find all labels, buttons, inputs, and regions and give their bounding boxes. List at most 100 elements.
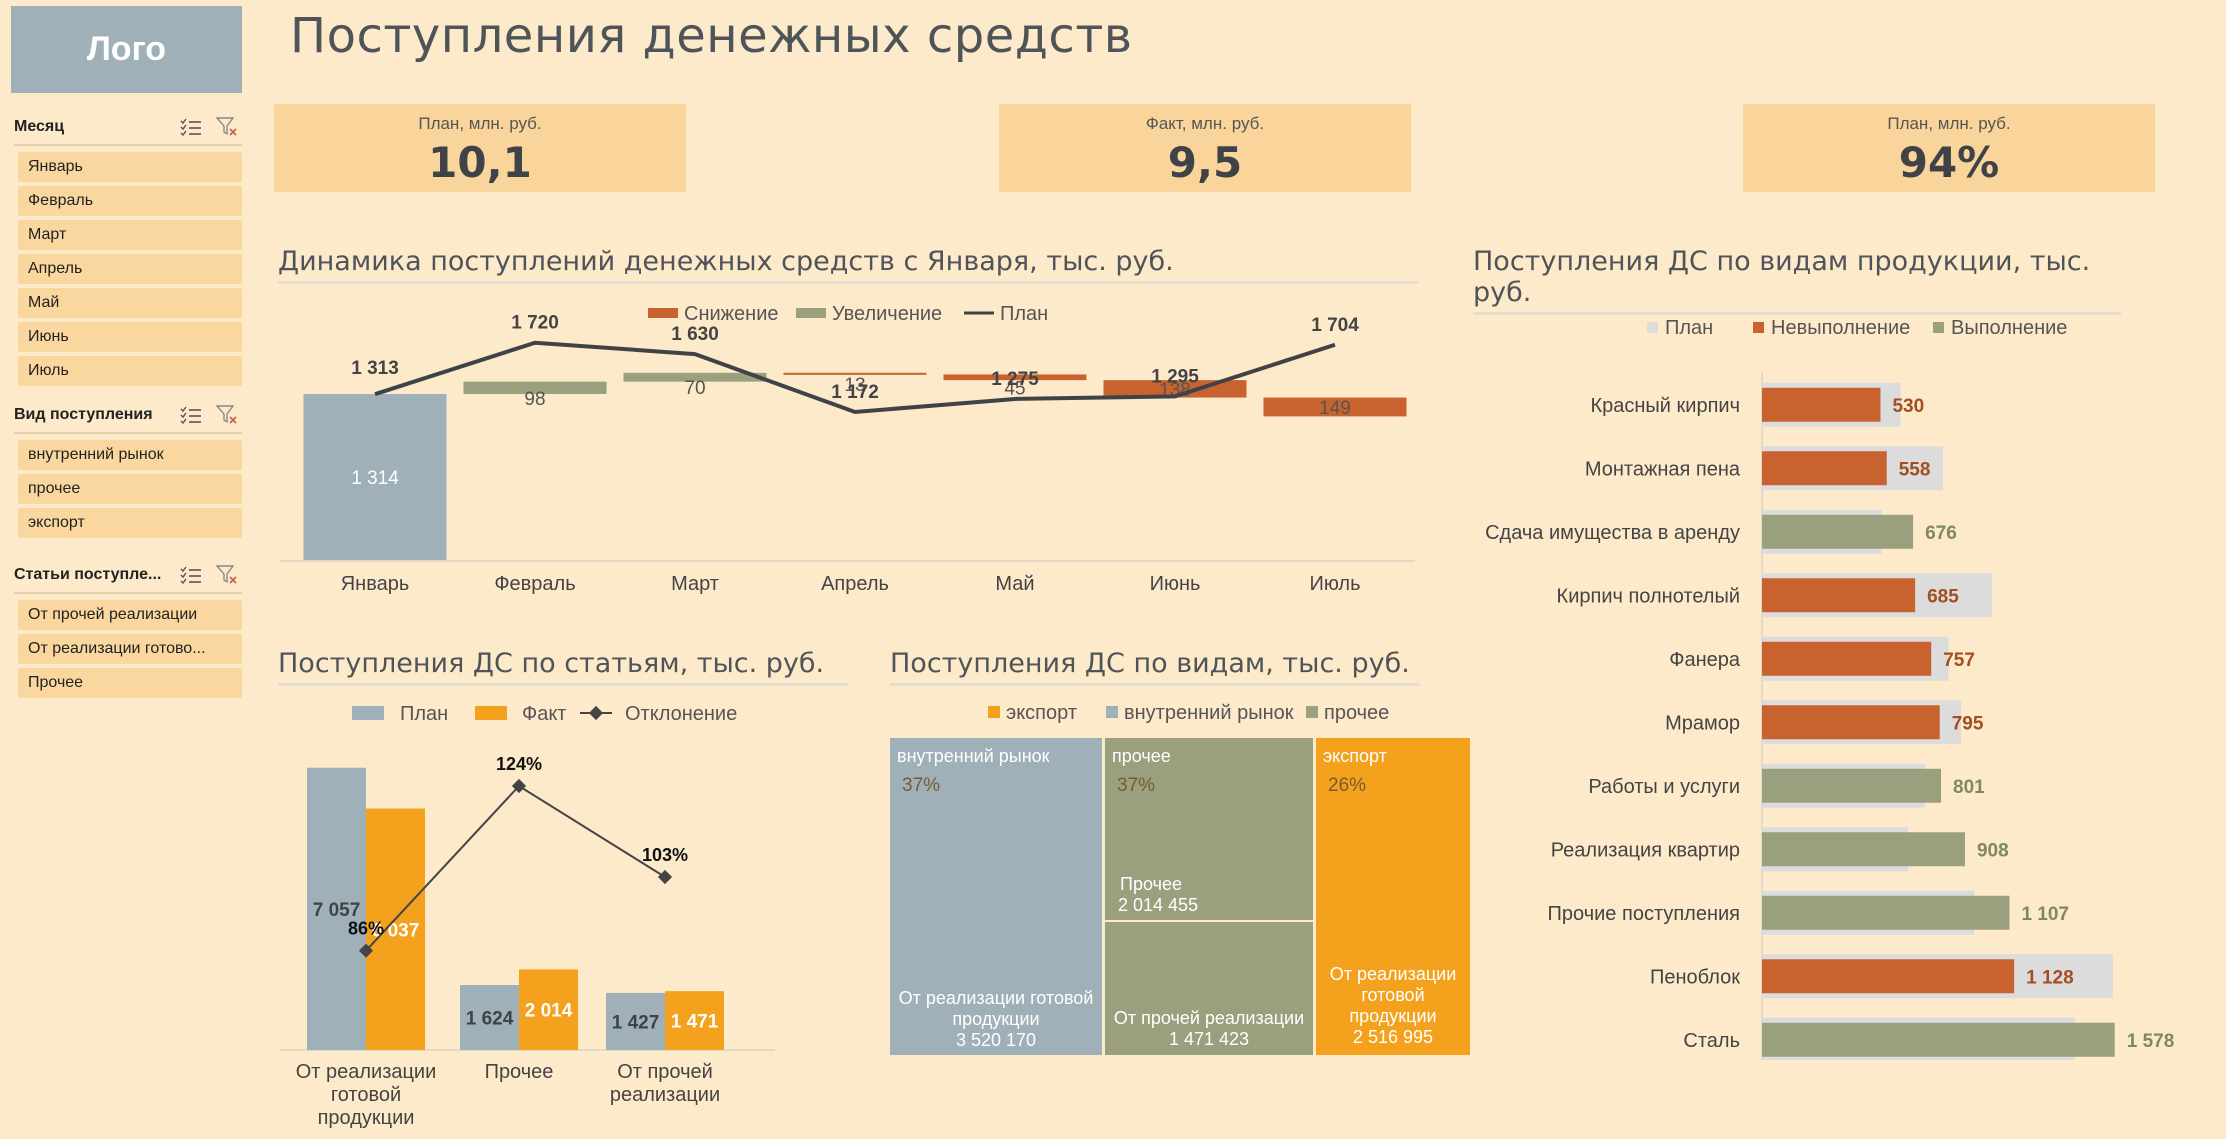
treemap-item-name: Прочее bbox=[1120, 874, 1182, 894]
treemap-legend: экспорт внутренний рынок прочее bbox=[988, 702, 1389, 724]
kpi-fact: Факт, млн. руб. 9,5 bbox=[999, 104, 1411, 192]
bar-value-label: 676 bbox=[1925, 523, 1957, 544]
slicer-item[interactable]: внутренний рынок bbox=[18, 440, 242, 470]
plan-bar bbox=[307, 767, 366, 1050]
bar-value-label: 6 037 bbox=[372, 920, 420, 941]
slicer-item[interactable]: Прочее bbox=[18, 668, 242, 698]
bar-value-label: 908 bbox=[1977, 840, 2009, 861]
plan-label: 1 720 bbox=[511, 313, 559, 334]
slicer-item[interactable]: Февраль bbox=[18, 186, 242, 216]
legend-label: Выполнение bbox=[1951, 317, 2067, 339]
legend-label: План bbox=[400, 703, 448, 725]
slicer-item[interactable]: Март bbox=[18, 220, 242, 250]
waterfall-delta-label: 70 bbox=[684, 378, 705, 399]
clear-filter-icon[interactable] bbox=[216, 565, 238, 585]
x-tick-label: Февраль bbox=[494, 573, 575, 595]
y-tick-label: Мрамор bbox=[1665, 712, 1740, 734]
fact-bar bbox=[519, 969, 578, 1050]
waterfall-bar bbox=[783, 372, 927, 375]
bar-value-label: 558 bbox=[1899, 459, 1931, 480]
waterfall-delta-label: 149 bbox=[1319, 398, 1351, 419]
treemap-group bbox=[1105, 738, 1313, 1055]
treemap-group bbox=[1316, 738, 1470, 1055]
slicer-title: Статьи поступле... bbox=[14, 566, 162, 583]
treemap-item-name: продукции bbox=[1349, 1006, 1436, 1026]
fact-bar bbox=[1762, 959, 2015, 994]
slicer-item[interactable]: Январь bbox=[18, 152, 242, 182]
slicer-2: Статьи поступле... От прочей реализации От… bbox=[14, 558, 242, 702]
treemap-item-value: 2 014 455 bbox=[1118, 895, 1198, 915]
fact-bar bbox=[1762, 768, 1942, 803]
treemap-item-name: От реализации готовой bbox=[899, 988, 1094, 1008]
bar-value-label: 1 128 bbox=[2026, 967, 2074, 988]
legend-label: Факт bbox=[522, 703, 566, 725]
legend-swatch bbox=[1933, 322, 1944, 333]
x-tick-label: реализации bbox=[610, 1084, 720, 1106]
x-tick-label: От прочей bbox=[617, 1061, 713, 1083]
slicer-item[interactable]: экспорт bbox=[18, 508, 242, 538]
slicer-item[interactable]: Апрель bbox=[18, 254, 242, 284]
slicer-item[interactable]: От реализации готово... bbox=[18, 634, 242, 664]
multi-select-icon[interactable] bbox=[180, 118, 202, 136]
treemap-item-name: От прочей реализации bbox=[1114, 1008, 1304, 1028]
waterfall-legend: Снижение Увеличение План bbox=[648, 303, 1048, 325]
multi-select-icon[interactable] bbox=[180, 566, 202, 584]
fact-bar bbox=[1762, 387, 1881, 422]
y-tick-label: Кирпич полнотелый bbox=[1557, 585, 1740, 607]
slicer-item[interactable]: Июнь bbox=[18, 322, 242, 352]
slicer-item[interactable]: Май bbox=[18, 288, 242, 318]
deviation-marker bbox=[511, 778, 527, 794]
legend-swatch bbox=[475, 706, 507, 720]
slicer-1: Вид поступления внутренний рынок прочее экс… bbox=[14, 398, 242, 542]
bar-value-label: 801 bbox=[1953, 777, 1985, 798]
logo: Лого bbox=[11, 6, 242, 93]
legend-swatch bbox=[352, 706, 384, 720]
kpi-percent-label: План, млн. руб. bbox=[1887, 114, 2011, 133]
legend-swatch bbox=[1106, 706, 1118, 718]
clear-filter-icon[interactable] bbox=[216, 117, 238, 137]
deviation-label: 86% bbox=[348, 919, 384, 939]
fact-bar bbox=[1762, 1022, 2115, 1057]
slicer-item[interactable]: Июль bbox=[18, 356, 242, 386]
waterfall-label-start: 1 314 bbox=[351, 468, 399, 489]
legend-marker bbox=[588, 705, 604, 721]
kpi-plan-value: 10,1 bbox=[428, 138, 532, 187]
legend-label: Невыполнение bbox=[1771, 317, 1910, 339]
treemap-group-pct: 37% bbox=[902, 775, 940, 796]
treemap-item-value: 3 520 170 bbox=[956, 1030, 1036, 1050]
waterfall-bar bbox=[943, 374, 1087, 381]
multi-select-icon[interactable] bbox=[180, 406, 202, 424]
y-tick-label: Реализация квартир bbox=[1551, 839, 1740, 861]
plan-bar bbox=[606, 992, 665, 1050]
kpi-percent-value: 94% bbox=[1898, 138, 2000, 187]
treemap-title: Поступления ДС по видам, тыс. руб. bbox=[890, 648, 1420, 686]
slicer-0: Месяц Январь Февраль Март Апрель Май Июнь Июль bbox=[14, 110, 242, 390]
treemap-group bbox=[890, 738, 1102, 1055]
clear-filter-icon[interactable] bbox=[216, 405, 238, 425]
x-tick-label: Июль bbox=[1309, 573, 1360, 595]
fact-bar bbox=[1762, 895, 2010, 930]
waterfall-bar bbox=[1263, 397, 1407, 417]
slicer-header: Вид поступления bbox=[14, 398, 242, 434]
y-tick-label: Сдача имущества в аренду bbox=[1485, 522, 1740, 544]
bar-value-label: 2 014 bbox=[525, 1001, 573, 1022]
legend-label: План bbox=[1000, 303, 1048, 325]
treemap-group-name: экспорт bbox=[1323, 746, 1387, 766]
treemap-item-name: От реализации bbox=[1330, 964, 1457, 984]
slicer-item[interactable]: От прочей реализации bbox=[18, 600, 242, 630]
articles-legend: План Факт Отклонение bbox=[352, 703, 737, 725]
y-tick-label: Сталь bbox=[1683, 1030, 1740, 1052]
legend-label: экспорт bbox=[1006, 702, 1077, 724]
waterfall-delta-label: 45 bbox=[1004, 378, 1025, 399]
fact-bar bbox=[1762, 705, 1940, 740]
kpi-fact-value: 9,5 bbox=[1167, 138, 1243, 187]
kpi-plan: План, млн. руб. 10,1 bbox=[274, 104, 686, 192]
plan-bar bbox=[460, 985, 519, 1050]
fact-bar bbox=[665, 991, 724, 1050]
waterfall-bar bbox=[623, 372, 767, 382]
y-tick-label: Красный кирпич bbox=[1590, 395, 1740, 417]
y-tick-label: Прочие поступления bbox=[1548, 903, 1740, 925]
slicer-item[interactable]: прочее bbox=[18, 474, 242, 504]
kpi-plan-label: План, млн. руб. bbox=[418, 114, 542, 133]
treemap-item-name: готовой bbox=[1361, 985, 1424, 1005]
